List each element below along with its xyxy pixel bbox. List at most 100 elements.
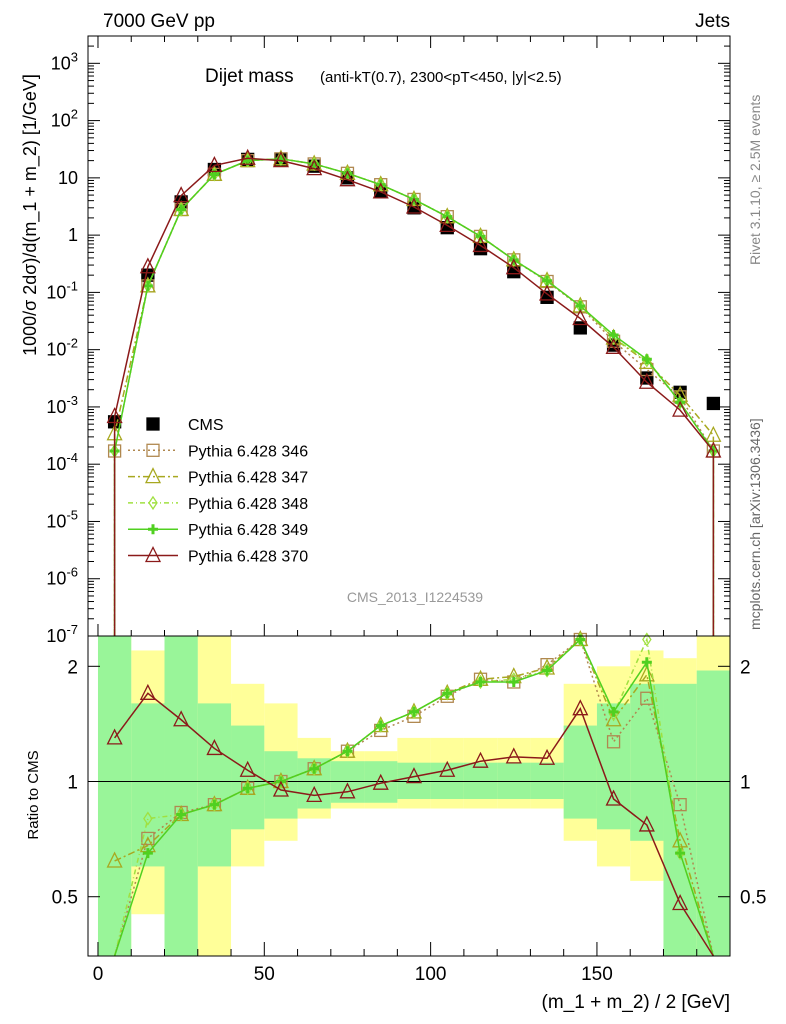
chart-title: Dijet mass — [205, 66, 294, 87]
main-marker — [638, 372, 655, 389]
xaxis-label: (m_1 + m_2) / 2 [GeV] — [542, 992, 731, 1013]
ratio-marker — [242, 781, 253, 796]
legend-marker — [146, 443, 160, 457]
main-ytick-label: 1 — [68, 225, 78, 245]
ratio-marker — [272, 780, 289, 797]
main-axes: 10-7 10-6 10-5 10-4 10-3 10-2 10-1 1 10 102 103 — [46, 35, 730, 646]
main-marker — [542, 275, 553, 286]
ratio-line-4 — [114, 692, 715, 957]
band-inner — [197, 703, 232, 867]
legend-cms-marker — [146, 417, 160, 431]
legend-marker — [144, 546, 162, 563]
band-inner — [696, 670, 730, 956]
ratio-marker — [206, 739, 223, 756]
main-series-5 — [106, 148, 722, 636]
main-marker — [106, 407, 123, 424]
main-ytick-label: 10 — [58, 168, 78, 188]
ratio-marker — [143, 811, 153, 826]
main-marker — [505, 258, 522, 275]
main-ytick-label: 103 — [51, 49, 78, 73]
main-marker — [572, 309, 589, 326]
ratio-marker — [176, 807, 186, 822]
main-marker — [342, 168, 353, 179]
main-marker — [538, 284, 556, 301]
band-inner — [663, 683, 697, 956]
ratio-marker — [209, 799, 220, 810]
legend-label: Pythia 6.428 346 — [188, 443, 308, 460]
ratio-marker — [442, 688, 453, 699]
ratio-marker — [242, 783, 253, 794]
ratio-ytick-label-right: 1 — [740, 773, 751, 794]
legend-marker — [148, 524, 158, 535]
ratio-ytick-label-right: 0.5 — [740, 888, 766, 909]
band-inner — [430, 762, 464, 800]
main-marker — [375, 177, 386, 192]
ratio-marker — [606, 735, 621, 749]
legend-label: Pythia 6.428 349 — [188, 522, 308, 539]
main-marker — [675, 395, 685, 410]
ratio-series-group — [106, 630, 715, 957]
ratio-marker — [673, 798, 687, 812]
main-marker — [705, 425, 722, 442]
ratio-ytick-label: 2 — [67, 657, 78, 678]
ratio-marker — [306, 785, 323, 803]
band-inner — [530, 762, 564, 800]
ratio-series-3 — [113, 634, 715, 957]
ratio-xtick-label: 150 — [581, 964, 613, 985]
main-marker — [705, 441, 722, 458]
ratio-ytick-label: 0.5 — [52, 888, 78, 909]
ratio-marker — [638, 665, 655, 682]
main-marker — [206, 155, 223, 173]
legend-label: Pythia 6.428 348 — [188, 496, 308, 513]
ratio-xtick-label: 0 — [93, 964, 104, 985]
ratio-marker — [408, 706, 419, 717]
ratio-marker — [475, 674, 486, 690]
band-inner — [563, 725, 597, 819]
ratio-marker — [106, 851, 123, 868]
band-inner — [497, 762, 531, 800]
rivet-label: Rivet 3.1.10, ≥ 2.5M events — [747, 95, 763, 265]
legend-marker — [148, 495, 158, 511]
main-marker — [339, 170, 356, 187]
band-inner — [131, 703, 165, 867]
ratio-ytick-label-right: 2 — [740, 657, 751, 678]
ratio-marker — [176, 809, 187, 820]
cms-point — [706, 396, 721, 411]
main-ytick-label: 10-4 — [46, 450, 78, 474]
ratio-series-4 — [106, 683, 715, 957]
ratio-marker — [508, 676, 519, 687]
ratio-marker — [538, 748, 556, 765]
main-ylabel: 1000/σ 2dσ)/d(m_1 + m_2) [1/GeV] — [20, 74, 41, 356]
main-marker — [439, 215, 456, 233]
main-ytick-label: 10-7 — [46, 622, 78, 646]
ratio-marker — [605, 710, 622, 727]
ratio-marker — [173, 710, 190, 727]
ratio-marker — [342, 746, 353, 757]
ratio-marker — [439, 760, 456, 777]
main-frame — [87, 35, 731, 637]
ratio-marker — [375, 718, 386, 733]
main-ytick-label: 10-1 — [46, 278, 78, 302]
ratio-marker — [605, 789, 622, 806]
main-ytick-label: 10-2 — [46, 336, 78, 360]
ratio-xtick-label: 100 — [415, 964, 447, 985]
ratio-marker — [276, 774, 286, 789]
ratio-xtick-label: 50 — [254, 964, 275, 985]
ratio-marker — [641, 657, 652, 668]
ratio-ylabel: Ratio to CMS — [25, 750, 42, 839]
legend: CMS Pythia 6.428 346 Pythia 6.428 347 Pythi… — [128, 417, 308, 566]
legend-label: Pythia 6.428 347 — [188, 470, 308, 487]
main-marker — [143, 278, 153, 294]
ratio-marker — [239, 760, 256, 777]
header-right: Jets — [695, 11, 730, 32]
ratio-marker — [505, 747, 522, 764]
ratio-marker — [372, 773, 389, 790]
main-marker — [672, 400, 689, 417]
ratio-axes: 0.5 0.5 1 1 2 2 0 50 100 150 — [52, 657, 767, 985]
main-marker — [139, 257, 156, 274]
main-marker — [641, 354, 652, 365]
ratio-marker — [672, 894, 689, 911]
main-marker — [272, 151, 289, 168]
main-marker — [176, 204, 187, 215]
